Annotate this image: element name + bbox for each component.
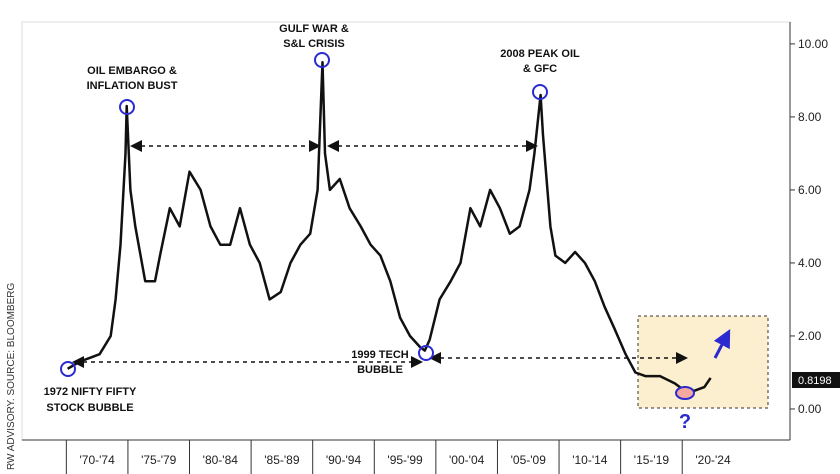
x-tick-label: '75-'79	[141, 453, 177, 467]
line	[66, 60, 712, 392]
annotation: 1972 NIFTY FIFTY	[44, 386, 137, 398]
circle	[314, 52, 330, 68]
annotation: S&L CRISIS	[283, 38, 345, 50]
circle	[60, 361, 76, 377]
circle	[675, 386, 695, 400]
x-tick-label: '70-'74	[79, 453, 115, 467]
annotation: INFLATION BUST	[87, 80, 178, 92]
circle	[418, 345, 434, 361]
x-tick-label: '05-'09	[511, 453, 547, 467]
annotation: OIL EMBARGO &	[87, 65, 177, 77]
y-tick-label: 8.00	[798, 110, 822, 124]
annotation: & GFC	[523, 63, 557, 75]
x-tick-label: '95-'99	[387, 453, 423, 467]
y-tick-label: 0.00	[798, 402, 822, 416]
y-tick-label: 2.00	[798, 329, 822, 343]
x-tick-label: '15-'19	[634, 453, 670, 467]
last-value-label: 0.8198	[798, 375, 832, 387]
y-tick-label: 10.00	[798, 37, 828, 51]
last-value-box	[792, 372, 840, 388]
circle	[532, 84, 548, 100]
annotation: 1999 TECH	[351, 349, 409, 361]
y-tick-label: 6.00	[798, 183, 822, 197]
source: RW ADVISORY. SOURCE: BLOOMBERG	[6, 283, 17, 470]
x-tick-label: '20-'24	[695, 453, 731, 467]
plot: 0.00 2.00 4.00 6.00 8.00 10.00 '70-'74 '75-'79 '…	[22, 22, 828, 474]
circle	[119, 99, 135, 115]
x-tick-label: '85-'89	[264, 453, 300, 467]
question-mark: ?	[679, 411, 691, 433]
annotation: GULF WAR &	[279, 23, 349, 35]
circles	[60, 52, 548, 377]
up-arrow	[713, 329, 731, 359]
x-tick-label: '80-'84	[203, 453, 239, 467]
x-tick-label: '00-'04	[449, 453, 485, 467]
y-tick-label: 4.00	[798, 256, 822, 270]
annotation: STOCK BUBBLE	[46, 402, 133, 414]
arrows	[72, 140, 688, 368]
annotation: 2008 PEAK OIL	[500, 48, 580, 60]
annotation: BUBBLE	[357, 364, 403, 376]
x-tick-label: '10-'14	[572, 453, 608, 467]
highlight-box	[637, 315, 769, 409]
x-tick-label: '90-'94	[326, 453, 362, 467]
